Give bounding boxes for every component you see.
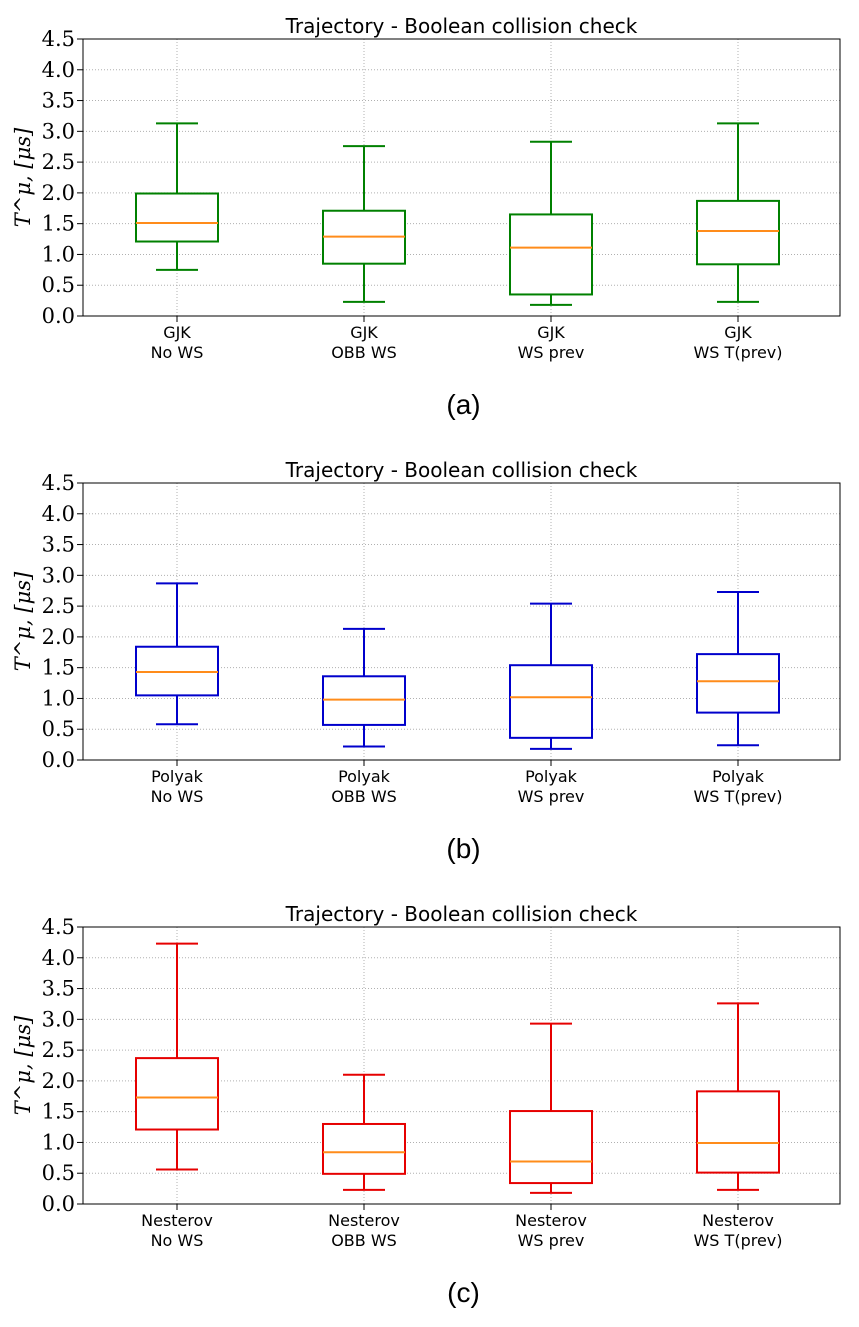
x-tick-label-line2: WS T(prev) [693, 1231, 782, 1250]
y-tick-label: 1.0 [42, 1130, 75, 1154]
y-tick-label: 1.5 [42, 1100, 75, 1124]
x-tick-label-line2: WS T(prev) [693, 787, 782, 806]
chart-title: Trajectory - Boolean collision check [285, 14, 638, 38]
x-tick-label-line1: Polyak [525, 767, 578, 786]
box-plot-a: Trajectory - Boolean collision check 0.0 0… [11, 14, 841, 420]
y-tick-label: 2.0 [42, 181, 75, 205]
box-2 [322, 1073, 406, 1191]
y-tick-label: 3.5 [42, 977, 75, 1001]
x-tick-label-line1: GJK [163, 323, 191, 342]
box-4 [696, 122, 780, 303]
box-4 [696, 1002, 780, 1191]
box-3 [509, 1022, 593, 1194]
box-3 [509, 140, 593, 306]
y-tick-label: 0.0 [42, 748, 75, 772]
y-tick-label: 4.5 [42, 471, 75, 495]
y-tick-label: 4.5 [42, 27, 75, 51]
box-plot-b: Trajectory - Boolean collision check 0.0 0… [11, 458, 841, 864]
y-tick-label: 1.0 [42, 242, 75, 266]
y-tick-label: 3.0 [42, 119, 75, 143]
plot-frame [82, 482, 841, 761]
iqr-box [509, 664, 593, 739]
iqr-box [509, 1110, 593, 1185]
y-tick-label: 3.5 [42, 89, 75, 113]
y-tick-label: 1.5 [42, 656, 75, 680]
iqr-box [696, 199, 780, 266]
iqr-box [135, 1057, 219, 1131]
panel-caption: (c) [447, 1277, 480, 1308]
chart-panel-b: Trajectory - Boolean collision check 0.0 0… [0, 444, 859, 883]
chart-panel-c: Trajectory - Boolean collision check 0.0 0… [0, 888, 859, 1327]
iqr-box [696, 1090, 780, 1174]
iqr-box [322, 1122, 406, 1175]
box-1 [135, 942, 219, 1171]
x-tick-label-line2: OBB WS [331, 1231, 397, 1250]
x-tick-label-line1: Nesterov [328, 1211, 400, 1230]
y-tick-label: 3.5 [42, 533, 75, 557]
y-axis-label: T^μ, [μs] [11, 127, 35, 227]
chart-title: Trajectory - Boolean collision check [285, 902, 638, 926]
chart-title: Trajectory - Boolean collision check [285, 458, 638, 482]
box-1 [135, 122, 219, 271]
y-tick-label: 4.5 [42, 915, 75, 939]
y-tick-label: 4.0 [42, 58, 75, 82]
x-tick-label-line2: WS prev [518, 787, 585, 806]
y-tick-label: 3.0 [42, 1007, 75, 1031]
box-3 [509, 602, 593, 750]
chart-panel-a: Trajectory - Boolean collision check 0.0 0… [0, 0, 859, 439]
x-tick-label-line1: Nesterov [702, 1211, 774, 1230]
panel-caption: (b) [446, 833, 480, 864]
panel-caption: (a) [446, 389, 480, 420]
y-tick-label: 3.0 [42, 563, 75, 587]
x-tick-label-line1: GJK [537, 323, 565, 342]
x-tick-label-line2: WS prev [518, 1231, 585, 1250]
iqr-box [135, 192, 219, 243]
x-tick-label-line1: Nesterov [141, 1211, 213, 1230]
x-tick-label-line2: No WS [151, 787, 204, 806]
y-tick-label: 0.5 [42, 1161, 75, 1185]
x-tick-label-line1: GJK [350, 323, 378, 342]
y-tick-label: 0.0 [42, 1192, 75, 1216]
y-tick-label: 2.5 [42, 150, 75, 174]
y-tick-label: 0.0 [42, 304, 75, 328]
y-axis-label: T^μ, [μs] [11, 571, 35, 671]
x-tick-label-line2: No WS [151, 343, 204, 362]
plot-frame [82, 926, 841, 1205]
x-tick-label-line1: Nesterov [515, 1211, 587, 1230]
y-tick-label: 2.5 [42, 594, 75, 618]
x-tick-label-line2: OBB WS [331, 787, 397, 806]
box-4 [696, 590, 780, 747]
y-tick-label: 0.5 [42, 273, 75, 297]
plot-frame [82, 38, 841, 317]
x-tick-label-line2: WS T(prev) [693, 343, 782, 362]
y-tick-label: 2.0 [42, 1069, 75, 1093]
box-1 [135, 582, 219, 726]
y-tick-label: 4.0 [42, 502, 75, 526]
x-tick-label-line2: OBB WS [331, 343, 397, 362]
x-tick-label-line1: Polyak [338, 767, 391, 786]
x-tick-label-line2: No WS [151, 1231, 204, 1250]
y-tick-label: 4.0 [42, 946, 75, 970]
y-tick-label: 2.5 [42, 1038, 75, 1062]
y-tick-label: 1.5 [42, 212, 75, 236]
iqr-box [509, 213, 593, 296]
x-tick-label-line1: GJK [724, 323, 752, 342]
x-tick-label-line2: WS prev [518, 343, 585, 362]
box-2 [322, 627, 406, 748]
y-tick-label: 1.0 [42, 686, 75, 710]
y-tick-label: 0.5 [42, 717, 75, 741]
x-tick-label-line1: Polyak [151, 767, 204, 786]
x-tick-label-line1: Polyak [712, 767, 765, 786]
box-plot-c: Trajectory - Boolean collision check 0.0 0… [11, 902, 841, 1308]
box-2 [322, 145, 406, 303]
y-tick-label: 2.0 [42, 625, 75, 649]
iqr-box [696, 653, 780, 714]
y-axis-label: T^μ, [μs] [11, 1015, 35, 1115]
